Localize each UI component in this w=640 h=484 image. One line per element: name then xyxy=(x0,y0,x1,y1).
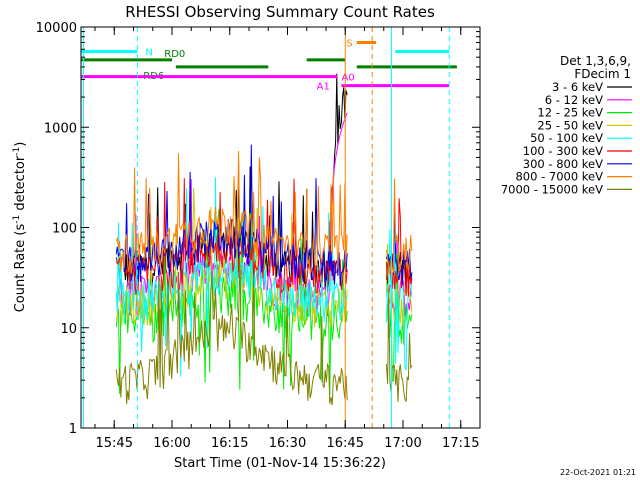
series-line-7 xyxy=(115,144,413,287)
legend-label-1: 3 - 6 keV xyxy=(552,80,603,94)
y-tick-label-3: 100 xyxy=(52,222,77,237)
x-tick-label-2: 16:00 xyxy=(153,436,190,451)
flag-label-n: N xyxy=(145,47,152,58)
y-axis-label-close: ) xyxy=(13,142,28,147)
legend-header-line-2: FDecim 1 xyxy=(574,67,631,81)
flag-label-a1: A1 xyxy=(317,82,330,93)
ticks-layer: 15:45 16:00 16:15 16:30 16:45 17:00 17:15 1 10 10… xyxy=(36,21,480,451)
chart-title: RHESSI Observing Summary Count Rates xyxy=(125,3,435,21)
y-axis-label-tail-sup: -1 xyxy=(12,147,22,156)
y-tick-label-1: 1 xyxy=(69,422,77,437)
footer-date: 22-Oct-2021 01:21 xyxy=(560,468,636,477)
series-layer xyxy=(115,73,413,406)
y-axis-label: Count Rate (s-1 detector-1) xyxy=(12,142,28,313)
legend-label-6: 100 - 300 keV xyxy=(523,144,603,158)
y-tick-label-5: 10000 xyxy=(36,21,77,36)
legend-label-2: 6 - 12 keV xyxy=(545,93,603,107)
legend-label-9: 7000 - 15000 keV xyxy=(501,182,603,196)
x-tick-label-6: 17:00 xyxy=(384,436,421,451)
x-tick-label-7: 17:15 xyxy=(442,436,479,451)
x-tick-label-3: 16:15 xyxy=(211,436,248,451)
x-tick-label-4: 16:30 xyxy=(269,436,306,451)
x-tick-label-1: 15:45 xyxy=(96,436,133,451)
series-line-9 xyxy=(115,255,413,406)
series-line-5 xyxy=(115,177,413,377)
y-axis-label-tail: detector xyxy=(13,155,28,215)
legend-header-line-1: Det 1,3,6,9, xyxy=(560,54,631,68)
flag-label-a0: A0 xyxy=(342,73,355,84)
legend-label-7: 300 - 800 keV xyxy=(523,157,603,171)
y-tick-label-2: 10 xyxy=(60,322,77,337)
flags-layer: NRD0RD6A0A1S xyxy=(81,39,457,93)
legend-label-3: 12 - 25 keV xyxy=(537,106,603,120)
legend-label-5: 50 - 100 keV xyxy=(530,131,603,145)
flag-label-s: S xyxy=(346,39,352,50)
y-axis-label-main: Count Rate (s xyxy=(13,224,28,313)
legend-label-4: 25 - 50 keV xyxy=(537,118,603,132)
y-tick-label-4: 1000 xyxy=(44,121,77,136)
flag-label-rd0: RD0 xyxy=(164,49,185,60)
y-axis-label-sup: -1 xyxy=(12,215,22,224)
x-tick-label-5: 16:45 xyxy=(327,436,364,451)
legend-label-8: 800 - 7000 keV xyxy=(515,170,603,184)
x-axis-label: Start Time (01-Nov-14 15:36:22) xyxy=(174,456,386,471)
series-line-8 xyxy=(115,150,413,275)
